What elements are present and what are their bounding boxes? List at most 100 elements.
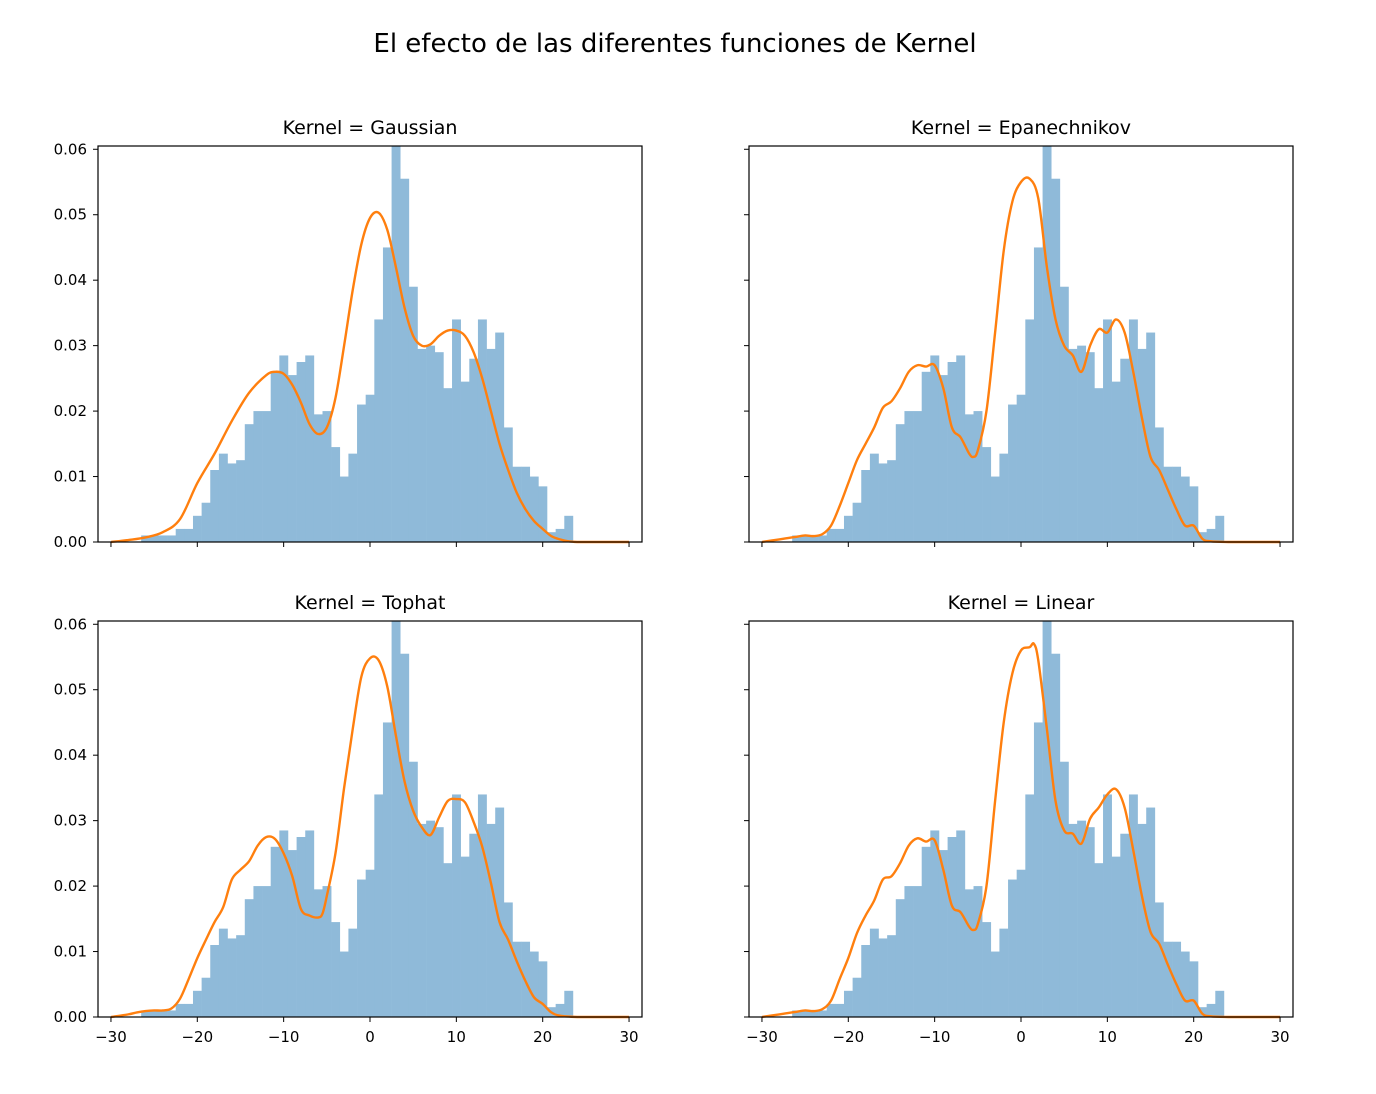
histogram-bar xyxy=(469,358,479,542)
histogram-bar xyxy=(1111,381,1121,542)
histogram-bar xyxy=(365,394,375,542)
histogram-bar xyxy=(904,886,914,1017)
subplot-linear: −30 −20 −10 0 10 20 30 Kernel = Linear xyxy=(744,592,1294,1046)
histogram-bar xyxy=(529,951,539,1017)
histogram-bar xyxy=(495,332,505,542)
histogram-bar xyxy=(495,807,505,1017)
histogram-bar xyxy=(486,823,496,1017)
histogram-bar xyxy=(382,247,392,542)
y-tick-label: 0.06 xyxy=(54,140,87,158)
histogram-bar xyxy=(236,935,246,1017)
histogram-bar xyxy=(538,486,548,542)
histogram-bar xyxy=(469,833,479,1017)
histogram-bar xyxy=(1077,345,1087,542)
histogram-bar xyxy=(503,427,513,542)
histogram-bar xyxy=(1215,515,1225,542)
histogram-bar xyxy=(348,928,358,1017)
histogram-bar xyxy=(443,388,453,542)
histogram-bar xyxy=(244,424,254,542)
histogram-bar xyxy=(1154,902,1164,1017)
histogram-bar xyxy=(305,355,315,542)
histogram-bar xyxy=(1120,358,1130,542)
histogram-bar xyxy=(1137,823,1147,1017)
histogram-bar xyxy=(313,889,323,1017)
histogram-bar xyxy=(913,411,922,542)
histogram-bar xyxy=(869,453,879,542)
histogram-bar xyxy=(296,362,306,542)
histogram-bar xyxy=(921,846,931,1017)
histogram-bar xyxy=(167,535,177,542)
x-tick-label: −10 xyxy=(919,1028,951,1046)
x-tick-label: 30 xyxy=(1271,1028,1290,1046)
x-tick-label: 20 xyxy=(1184,1028,1203,1046)
histogram-bar xyxy=(1198,532,1207,542)
y-axis: 0.00 0.01 0.02 0.03 0.04 0.05 0.06 xyxy=(54,140,98,551)
histogram-bar xyxy=(1068,823,1078,1017)
histogram-bar xyxy=(1008,404,1017,542)
kde-line xyxy=(110,210,630,544)
histogram-bar xyxy=(982,922,992,1017)
histogram-bar xyxy=(1198,1007,1207,1017)
histogram-bar xyxy=(982,447,992,542)
histogram-bar xyxy=(999,453,1009,542)
histogram-bar xyxy=(270,371,280,542)
histogram-bar xyxy=(400,178,410,543)
histogram-bar xyxy=(1025,319,1035,542)
histogram-bar xyxy=(887,935,897,1017)
histogram-bar xyxy=(452,794,461,1017)
histogram-bar xyxy=(1206,528,1216,542)
histogram-bar xyxy=(253,411,263,542)
histogram-bar xyxy=(1016,394,1026,542)
x-tick-label: −10 xyxy=(268,1028,300,1046)
histogram-bar xyxy=(1120,833,1130,1017)
histogram-bar xyxy=(1163,941,1173,1017)
histogram-bar xyxy=(158,535,168,542)
histogram-bar xyxy=(262,886,271,1017)
y-tick-label: 0.03 xyxy=(54,337,87,355)
subplot-title: Kernel = Epanechnikov xyxy=(911,117,1131,139)
histogram-bar xyxy=(930,355,940,542)
histogram-bar xyxy=(800,1010,810,1017)
histogram-bar xyxy=(938,850,948,1017)
histogram-bar xyxy=(835,528,845,542)
histogram-bar xyxy=(895,424,905,542)
histogram-bar xyxy=(973,411,983,542)
histogram-bar xyxy=(434,827,444,1017)
histogram-bar xyxy=(1059,286,1069,542)
histogram-bar xyxy=(1103,319,1112,542)
histogram-bar xyxy=(1172,466,1182,542)
histogram-bar xyxy=(1103,794,1112,1017)
histogram-bar xyxy=(236,460,246,542)
x-tick-label: −20 xyxy=(181,1028,213,1046)
histogram-bar xyxy=(339,476,349,542)
histogram-bar xyxy=(964,889,974,1017)
histogram-bar xyxy=(1163,466,1173,542)
histogram-bar xyxy=(460,381,470,542)
histogram-bar xyxy=(956,830,966,1017)
histogram-bar xyxy=(835,1003,845,1017)
subplot-title: Kernel = Gaussian xyxy=(283,117,458,139)
histogram-bar xyxy=(555,528,565,542)
y-tick-label: 0.04 xyxy=(54,271,87,289)
histogram-bar xyxy=(1059,761,1069,1017)
y-tick-label: 0.04 xyxy=(54,746,87,764)
histogram-bar xyxy=(201,502,211,542)
histogram-bar xyxy=(512,941,522,1017)
histogram-bar xyxy=(322,411,332,542)
histogram-bar xyxy=(1189,486,1199,542)
histogram-bar xyxy=(391,146,401,542)
histogram-bar xyxy=(218,453,228,542)
histogram-bar xyxy=(348,453,358,542)
histogram-bar xyxy=(279,830,289,1017)
y-axis: 0.00 0.01 0.02 0.03 0.04 0.05 0.06 xyxy=(54,615,98,1026)
histogram-bar xyxy=(843,990,853,1017)
histogram-bar xyxy=(895,899,905,1017)
histogram-bar xyxy=(374,794,384,1017)
histogram-bar xyxy=(852,502,862,542)
histogram-bar xyxy=(964,414,974,542)
histogram-bar xyxy=(167,1010,177,1017)
histogram-bar xyxy=(1111,856,1121,1017)
histogram-bar xyxy=(253,886,263,1017)
y-axis xyxy=(744,623,749,1018)
